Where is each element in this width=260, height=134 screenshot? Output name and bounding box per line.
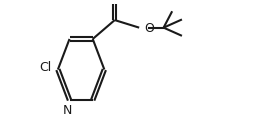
Text: Cl: Cl (40, 61, 52, 74)
Text: N: N (63, 104, 72, 117)
Text: O: O (144, 22, 154, 35)
